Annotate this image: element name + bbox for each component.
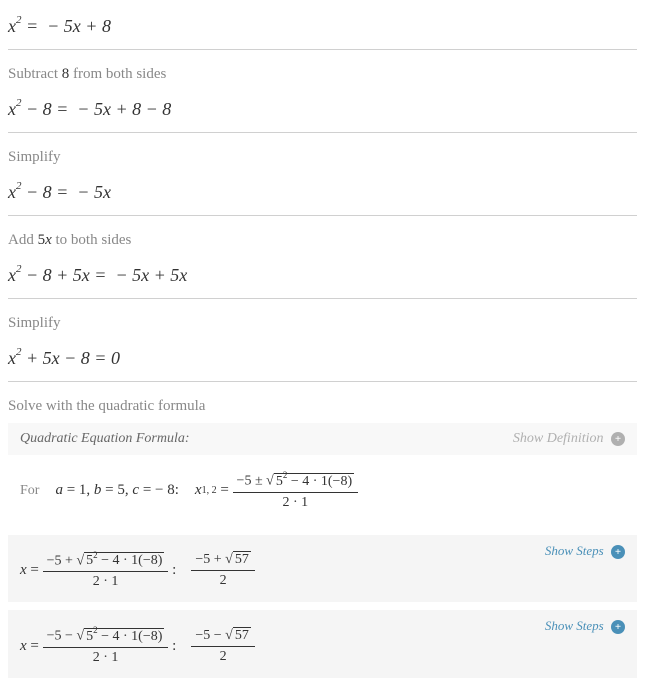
formula-content: For a = 1, b = 5, c = − 8: x1, 2 = −5 ± … bbox=[8, 455, 637, 527]
instr-text: from both sides bbox=[69, 66, 166, 82]
equation-2: x2 − 8 = − 5x + 8 − 8 bbox=[8, 91, 637, 128]
instruction-simplify-2: Simplify bbox=[8, 303, 637, 340]
equation-3: x2 − 8 = − 5x bbox=[8, 174, 637, 211]
divider bbox=[8, 132, 637, 133]
divider bbox=[8, 298, 637, 299]
divider bbox=[8, 381, 637, 382]
show-steps-text: Show Steps bbox=[545, 543, 604, 558]
instr-text: to both sides bbox=[52, 232, 132, 248]
plus-icon: + bbox=[611, 432, 625, 446]
solution-box-1: Show Steps + x = −5 + √52 − 4 · 1(−8) 2 … bbox=[8, 535, 637, 603]
show-def-text: Show Definition bbox=[513, 431, 604, 446]
instr-val: 5 bbox=[38, 232, 46, 248]
show-steps-link[interactable]: Show Steps + bbox=[545, 543, 625, 559]
instruction-quadratic: Solve with the quadratic formula bbox=[8, 386, 637, 423]
formula-label: Quadratic Equation Formula: bbox=[20, 431, 190, 447]
instruction-subtract: Subtract 8 from both sides bbox=[8, 54, 637, 91]
equation-4: x2 − 8 + 5x = − 5x + 5x bbox=[8, 257, 637, 294]
plus-icon: + bbox=[611, 545, 625, 559]
equation-1: x2 = − 5x + 8 bbox=[8, 8, 637, 45]
formula-header: Quadratic Equation Formula: Show Definit… bbox=[8, 423, 637, 455]
x12-eq: x1, 2 = −5 ± √52 − 4 · 1(−8) 2 · 1 bbox=[195, 471, 358, 511]
divider bbox=[8, 215, 637, 216]
instr-text: Add bbox=[8, 232, 38, 248]
abc-values: a = 1, b = 5, c = − 8: bbox=[55, 482, 178, 499]
instr-text: Subtract bbox=[8, 66, 62, 82]
show-steps-link[interactable]: Show Steps + bbox=[545, 618, 625, 634]
show-steps-text: Show Steps bbox=[545, 618, 604, 633]
divider bbox=[8, 49, 637, 50]
solution-box-2: Show Steps + x = −5 − √52 − 4 · 1(−8) 2 … bbox=[8, 610, 637, 678]
plus-icon: + bbox=[611, 620, 625, 634]
solution-equation-2: x = −5 − √52 − 4 · 1(−8) 2 · 1 : −5 − √5… bbox=[20, 622, 625, 666]
for-label: For bbox=[20, 483, 39, 499]
show-definition-link[interactable]: Show Definition + bbox=[513, 431, 625, 447]
equation-5: x2 + 5x − 8 = 0 bbox=[8, 340, 637, 377]
instruction-simplify: Simplify bbox=[8, 137, 637, 174]
quad-fraction: −5 ± √52 − 4 · 1(−8) 2 · 1 bbox=[233, 471, 359, 511]
solution-equation-1: x = −5 + √52 − 4 · 1(−8) 2 · 1 : −5 + √5… bbox=[20, 547, 625, 591]
instruction-add: Add 5x to both sides bbox=[8, 220, 637, 257]
